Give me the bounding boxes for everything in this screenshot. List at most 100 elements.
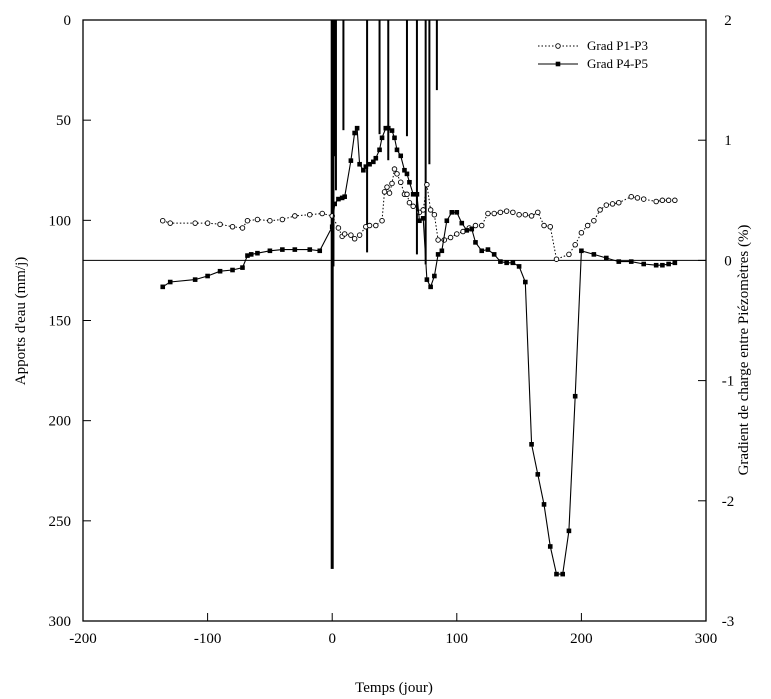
- data-point: [342, 194, 347, 199]
- data-point: [417, 218, 422, 224]
- data-point: [572, 393, 578, 399]
- data-point: [591, 217, 597, 224]
- data-point: [523, 279, 528, 285]
- water-input-bar: [435, 20, 438, 91]
- data-point: [410, 191, 416, 197]
- data-point: [373, 222, 379, 229]
- data-point: [535, 472, 541, 477]
- data-point: [319, 210, 325, 217]
- data-point: [357, 161, 362, 167]
- data-point: [447, 234, 454, 241]
- data-point: [535, 209, 541, 216]
- y-left-tick-label: 200: [49, 414, 72, 430]
- data-point: [280, 247, 285, 252]
- data-point: [597, 207, 603, 213]
- data-point: [248, 252, 254, 257]
- data-point: [432, 273, 437, 279]
- data-point: [522, 211, 529, 218]
- data-point: [566, 251, 572, 258]
- data-point: [386, 190, 393, 196]
- data-point: [665, 197, 672, 204]
- data-point: [217, 221, 223, 228]
- x-axis-ticks: -200 -100 0 100 200 300: [69, 613, 717, 647]
- data-point: [335, 225, 342, 231]
- y-right-tick-label: 0: [724, 253, 732, 269]
- data-point: [402, 167, 407, 173]
- y-right-tick-label: 2: [724, 13, 732, 29]
- data-point: [217, 268, 223, 274]
- water-input-bar: [387, 20, 390, 161]
- data-point: [616, 199, 622, 206]
- x-tick-label: -200: [69, 631, 97, 647]
- y-left-tick-label: 50: [56, 113, 71, 129]
- data-point: [427, 207, 434, 213]
- x-tick-label: 100: [446, 631, 469, 647]
- data-point: [497, 209, 504, 216]
- data-point: [628, 193, 634, 200]
- data-point: [279, 216, 286, 223]
- data-point: [510, 209, 516, 216]
- data-point: [255, 250, 260, 256]
- data-point: [510, 260, 516, 266]
- data-point: [267, 248, 273, 254]
- plot-frame: [82, 19, 707, 622]
- data-point: [404, 191, 410, 198]
- data-point: [397, 179, 404, 186]
- data-point: [383, 125, 389, 131]
- data-point: [444, 218, 450, 224]
- data-point: [398, 153, 404, 159]
- y-right-tick-label: 1: [724, 133, 732, 149]
- data-point: [640, 196, 647, 202]
- water-input-bar: [334, 20, 337, 191]
- data-point: [472, 222, 479, 229]
- data-point: [653, 262, 659, 268]
- data-point: [267, 217, 273, 224]
- data-point: [229, 223, 236, 230]
- data-point: [578, 230, 585, 236]
- data-point: [385, 125, 391, 131]
- data-point: [516, 211, 522, 218]
- data-point: [491, 252, 497, 257]
- data-point: [653, 198, 659, 205]
- x-tick-label: 200: [570, 631, 593, 647]
- data-point: [307, 247, 313, 252]
- data-point: [348, 232, 354, 238]
- y-left-tick-label: 0: [64, 13, 72, 29]
- data-point: [159, 217, 166, 224]
- data-point: [371, 159, 376, 165]
- data-point: [384, 184, 390, 190]
- data-point: [205, 273, 210, 279]
- data-point: [659, 197, 666, 204]
- data-point: [553, 256, 560, 262]
- data-point: [554, 571, 559, 577]
- data-point: [352, 130, 357, 136]
- data-point: [473, 240, 478, 245]
- data-point: [361, 167, 366, 173]
- data-point: [641, 261, 646, 267]
- data-point: [439, 248, 445, 254]
- data-point: [254, 216, 261, 223]
- data-point: [240, 265, 245, 270]
- data-point: [435, 237, 441, 243]
- data-point: [547, 223, 554, 230]
- data-point: [560, 571, 566, 577]
- data-point: [351, 236, 358, 242]
- data-point: [348, 158, 354, 163]
- data-point: [485, 247, 491, 252]
- legend-label: Grad P4-P5: [587, 56, 648, 71]
- data-point: [366, 222, 373, 229]
- data-point: [428, 284, 433, 290]
- legend-label: Grad P1-P3: [587, 38, 648, 53]
- data-point: [469, 226, 475, 232]
- data-point: [307, 211, 313, 218]
- legend-marker: [555, 61, 561, 67]
- data-point: [407, 179, 412, 185]
- data-point: [292, 247, 298, 252]
- data-point: [516, 264, 522, 269]
- data-point: [672, 197, 678, 204]
- data-point: [192, 277, 198, 282]
- data-point: [167, 220, 173, 226]
- data-point: [547, 544, 553, 549]
- legend: Grad P1-P3 Grad P4-P5: [538, 38, 648, 71]
